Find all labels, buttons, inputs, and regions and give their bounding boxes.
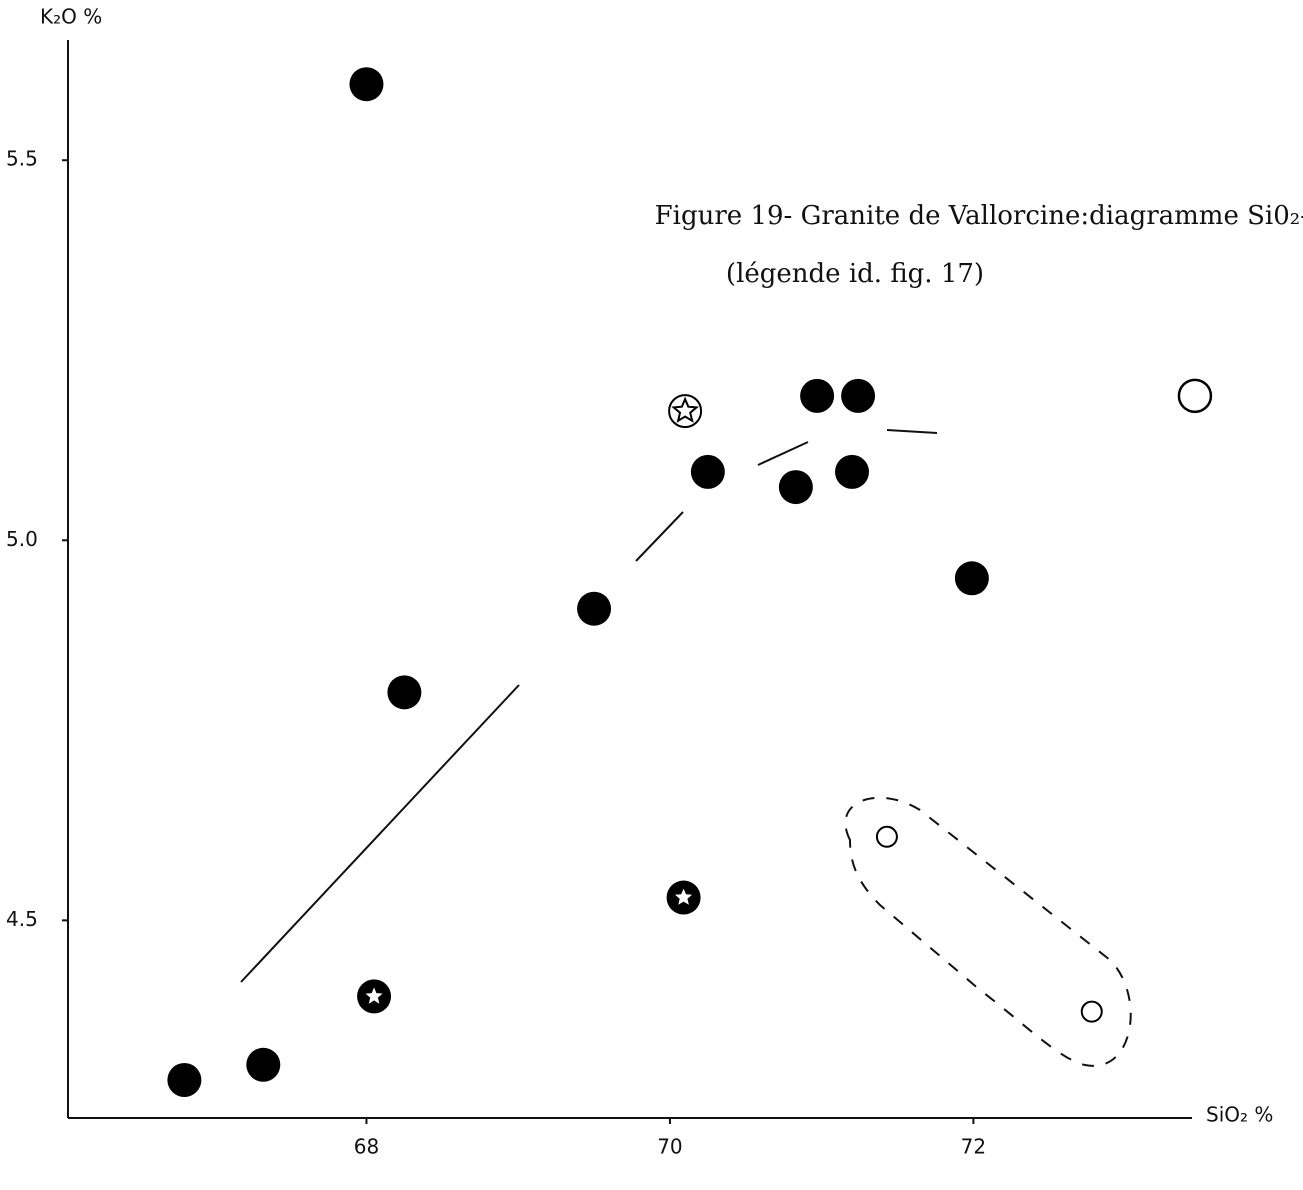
y-tick-label: 5.5 <box>6 147 38 171</box>
point <box>954 561 989 596</box>
point <box>666 880 701 915</box>
star <box>365 987 383 1004</box>
dot <box>690 454 725 489</box>
dot <box>577 591 612 626</box>
point <box>387 675 422 710</box>
dot <box>167 1062 202 1097</box>
point <box>246 1047 281 1082</box>
dot <box>1177 378 1213 414</box>
y-axis-label: K₂O % <box>40 5 102 29</box>
dot <box>875 825 898 848</box>
point <box>1080 1000 1103 1023</box>
x-tick-label: 70 <box>657 1135 682 1159</box>
point <box>835 454 870 489</box>
point <box>167 1062 202 1097</box>
point <box>841 378 876 413</box>
dot <box>349 67 384 102</box>
dot <box>246 1047 281 1082</box>
point <box>875 825 898 848</box>
dot <box>668 394 703 429</box>
dot <box>954 561 989 596</box>
x-axis-label: SiO₂ % <box>1206 1103 1273 1127</box>
star <box>671 396 699 423</box>
point <box>778 470 813 505</box>
dot <box>387 675 422 710</box>
point <box>349 67 384 102</box>
point <box>800 378 835 413</box>
point <box>690 454 725 489</box>
dot <box>1080 1000 1103 1023</box>
dot <box>800 378 835 413</box>
y-tick-label: 4.5 <box>6 907 38 931</box>
trend-line <box>240 429 938 983</box>
group-outline <box>844 796 1132 1067</box>
chart-subtitle: (légende id. fig. 17) <box>726 259 984 289</box>
x-tick-label: 72 <box>961 1135 986 1159</box>
point <box>357 979 392 1014</box>
dot <box>778 470 813 505</box>
dot <box>841 378 876 413</box>
x-tick-label: 68 <box>354 1135 379 1159</box>
y-tick-label: 5.0 <box>6 527 38 551</box>
dot <box>835 454 870 489</box>
chart-title: Figure 19- Granite de Vallorcine:diagram… <box>655 201 1303 231</box>
point <box>577 591 612 626</box>
point <box>1177 378 1213 414</box>
point <box>668 394 703 429</box>
star <box>675 888 693 905</box>
